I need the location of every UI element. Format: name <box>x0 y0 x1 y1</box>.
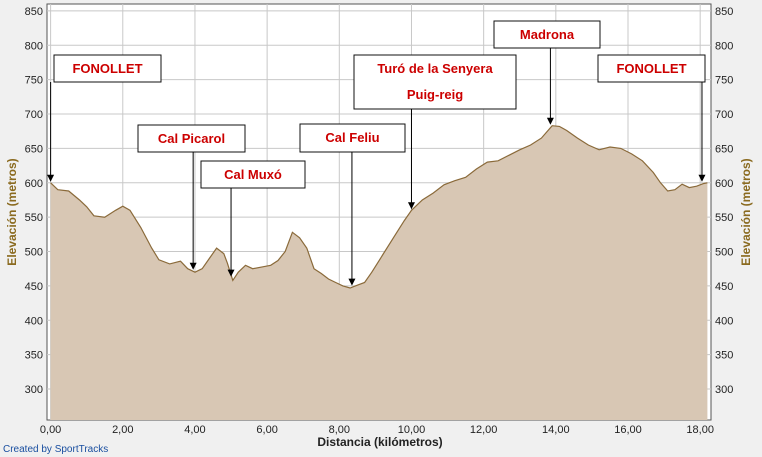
y-tick-label-left: 850 <box>25 6 43 18</box>
y-axis-title-right: Elevación (metros) <box>739 158 753 265</box>
y-axis-title-left: Elevación (metros) <box>5 158 19 265</box>
callout-box <box>53 54 162 83</box>
callout-label: Madrona <box>520 27 575 42</box>
callout-box <box>200 160 306 189</box>
x-axis-title: Distancia (kilómetros) <box>317 435 442 449</box>
y-tick-label-right: 600 <box>715 178 733 190</box>
callout-arrowhead <box>407 202 415 210</box>
callout-box <box>493 20 601 49</box>
waypoint-callout: FONOLLET <box>47 54 162 182</box>
callout-label: Cal Feliu <box>325 130 379 145</box>
y-tick-label-right: 800 <box>715 40 733 52</box>
callout-label: Turó de la Senyera <box>377 61 493 76</box>
y-tick-label-left: 400 <box>25 315 43 327</box>
y-tick-label-right: 700 <box>715 109 733 121</box>
callout-label: FONOLLET <box>616 61 686 76</box>
callout-arrowhead <box>189 262 197 270</box>
y-tick-label-left: 500 <box>25 247 43 259</box>
y-tick-label-left: 600 <box>25 178 43 190</box>
y-tick-label-right: 400 <box>715 315 733 327</box>
callout-arrowhead <box>546 117 554 125</box>
callout-box <box>597 54 706 83</box>
y-tick-label-left: 300 <box>25 384 43 396</box>
y-tick-label-right: 350 <box>715 350 733 362</box>
x-tick-label: 2,00 <box>112 424 133 436</box>
y-tick-label-right: 300 <box>715 384 733 396</box>
y-axis-ticks: 300 300 350 350 400 400 450 450 500 500 550 550 600 6… <box>25 6 734 396</box>
x-tick-label: 14,00 <box>542 424 570 436</box>
x-tick-label: 18,00 <box>686 424 714 436</box>
waypoint-callout: Madrona <box>493 20 601 125</box>
y-tick-label-left: 450 <box>25 281 43 293</box>
y-tick-label-left: 550 <box>25 212 43 224</box>
callout-label: FONOLLET <box>72 61 142 76</box>
x-tick-label: 4,00 <box>184 424 205 436</box>
x-tick-label: 16,00 <box>614 424 642 436</box>
x-tick-label: 12,00 <box>470 424 498 436</box>
callout-label: Cal Muxó <box>224 167 282 182</box>
y-tick-label-right: 450 <box>715 281 733 293</box>
x-tick-label: 10,00 <box>398 424 426 436</box>
callout-arrowhead <box>227 269 235 277</box>
x-axis-ticks: 0,00 2,00 4,00 6,00 8,00 10,00 12,00 14,00 16,00… <box>40 424 714 436</box>
waypoint-callout: Cal Picarol <box>137 124 246 270</box>
callout-box <box>353 54 517 110</box>
callout-arrowhead <box>348 278 356 286</box>
y-tick-label-right: 550 <box>715 212 733 224</box>
waypoint-callout: Cal Feliu <box>299 123 406 286</box>
y-tick-label-left: 750 <box>25 75 43 87</box>
elevation-area <box>50 125 708 420</box>
y-tick-label-left: 650 <box>25 143 43 155</box>
x-tick-label: 8,00 <box>329 424 350 436</box>
callout-box <box>137 124 246 153</box>
waypoint-callout: Turó de la Senyera Puig-reig <box>353 54 517 210</box>
y-tick-label-left: 350 <box>25 350 43 362</box>
y-tick-label-left: 700 <box>25 109 43 121</box>
credit-text: Created by SportTracks <box>3 444 108 455</box>
y-tick-label-right: 850 <box>715 6 733 18</box>
callout-arrowhead <box>47 174 55 182</box>
y-tick-label-left: 800 <box>25 40 43 52</box>
callout-label: Cal Picarol <box>158 131 225 146</box>
waypoint-callout: Cal Muxó <box>200 160 306 277</box>
x-tick-label: 0,00 <box>40 424 61 436</box>
elevation-line <box>50 125 708 289</box>
y-tick-label-right: 500 <box>715 247 733 259</box>
waypoint-callout: FONOLLET <box>597 54 706 182</box>
callout-box <box>299 123 406 153</box>
y-tick-label-right: 750 <box>715 75 733 87</box>
callout-arrowhead <box>698 174 706 182</box>
x-tick-label: 6,00 <box>256 424 277 436</box>
y-tick-label-right: 650 <box>715 143 733 155</box>
callout-label: Puig-reig <box>407 87 463 102</box>
